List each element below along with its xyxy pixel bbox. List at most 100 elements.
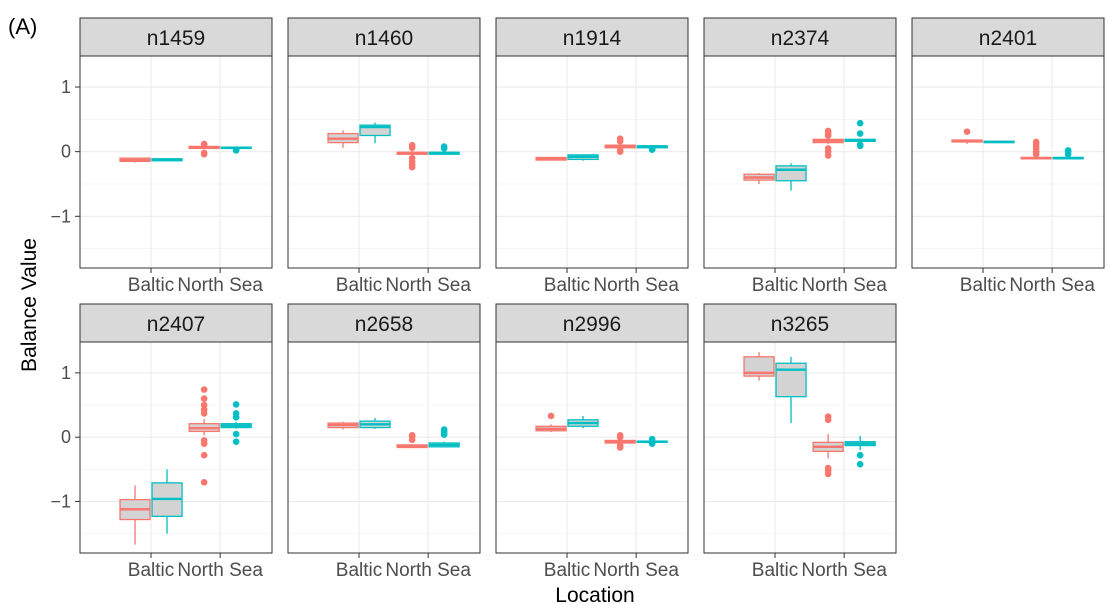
panel-border xyxy=(287,55,481,269)
facet-panel-n2996: n2996 Baltic North Sea xyxy=(495,303,689,581)
facet-panel-n2407: n2407 Baltic North Sea xyxy=(79,303,273,581)
y-tick-label: −1 xyxy=(50,492,71,512)
figure-label: (A) xyxy=(8,14,37,39)
panel-border xyxy=(79,55,273,269)
facet-strip-label: n2996 xyxy=(563,313,621,336)
x-tick-label: North Sea xyxy=(801,275,887,296)
panel-background xyxy=(704,56,896,268)
facet-strip-label: n3265 xyxy=(771,313,829,336)
facet-strip xyxy=(495,17,689,57)
outlier-point xyxy=(200,150,208,158)
panel-border xyxy=(703,341,897,554)
outlier-point xyxy=(856,451,864,459)
x-tick-label: North Sea xyxy=(593,560,679,581)
outlier-point xyxy=(616,148,624,155)
x-tick-label: Baltic xyxy=(960,275,1006,296)
x-tick-label: North Sea xyxy=(1009,275,1095,296)
boxplot-teal-north-sea xyxy=(844,119,876,150)
boxplot-teal-north-sea xyxy=(220,401,252,446)
facet-panel-n2401: n2401 Baltic North Sea xyxy=(911,17,1105,296)
panel-background xyxy=(288,56,480,268)
boxplot-teal-north-sea xyxy=(428,143,460,155)
y-axis-title: Balance Value xyxy=(18,238,41,372)
facet-panel-n3265: n3265 Baltic North Sea xyxy=(703,303,897,581)
x-axis-title: Location xyxy=(555,584,634,604)
outlier-point xyxy=(824,416,832,424)
panel-background xyxy=(80,56,272,268)
boxplot-teal-north-sea xyxy=(636,435,668,447)
panel-background xyxy=(496,56,688,268)
y-axis-ticks: 1 0 −1 1 0 −1 xyxy=(50,77,80,512)
panel-border xyxy=(495,341,689,554)
outlier-point xyxy=(200,478,208,486)
x-tick-label: Baltic xyxy=(544,560,590,581)
x-tick-label: Baltic xyxy=(128,560,174,581)
boxplot-pink-baltic xyxy=(119,485,151,545)
y-tick-label: 1 xyxy=(61,363,71,383)
x-tick-label: Baltic xyxy=(752,560,798,581)
outlier-point xyxy=(440,431,448,438)
outlier-point xyxy=(824,132,832,139)
outlier-point xyxy=(616,433,624,441)
boxplot-pink-north-sea xyxy=(1020,138,1052,160)
outlier-point xyxy=(408,436,416,444)
x-tick-label: North Sea xyxy=(385,275,471,296)
boxplot-pink-north-sea xyxy=(188,140,220,158)
outlier-point xyxy=(232,430,240,438)
x-tick-label: North Sea xyxy=(593,275,679,296)
outlier-point xyxy=(616,444,624,451)
boxplot-teal-north-sea xyxy=(844,435,876,468)
boxplot-teal-north-sea xyxy=(1052,147,1084,160)
facet-strip xyxy=(911,17,1105,57)
outlier-point xyxy=(1064,150,1072,158)
box-iqr xyxy=(775,362,807,398)
outlier-point xyxy=(856,460,864,468)
boxplot-pink-north-sea xyxy=(812,413,844,478)
x-tick-label: Baltic xyxy=(544,275,590,296)
outlier-point xyxy=(856,142,864,150)
boxplot-teal-baltic xyxy=(359,417,391,429)
facet-strip xyxy=(287,17,481,57)
outlier-point xyxy=(616,138,624,145)
boxplot-pink-baltic xyxy=(951,128,983,144)
facet-strip-label: n1914 xyxy=(563,27,622,50)
y-tick-label: −1 xyxy=(50,206,71,226)
outlier-point xyxy=(963,128,971,135)
boxplot-teal-north-sea xyxy=(428,426,460,448)
y-tick-label: 0 xyxy=(61,142,71,162)
outlier-point xyxy=(547,412,555,420)
x-tick-label: Baltic xyxy=(336,275,382,296)
facet-strip-label: n2374 xyxy=(771,27,830,50)
outlier-point xyxy=(232,438,240,446)
box-iqr xyxy=(743,356,775,377)
boxplot-pink-north-sea xyxy=(604,135,636,155)
panel-border xyxy=(79,341,273,554)
facet-strip-label: n1459 xyxy=(147,27,205,50)
x-tick-label: Baltic xyxy=(336,560,382,581)
outlier-point xyxy=(200,451,208,459)
panel-border xyxy=(911,55,1105,269)
outlier-point xyxy=(824,152,832,159)
boxplot-teal-baltic xyxy=(983,140,1015,144)
facet-strip-label: n2658 xyxy=(355,313,413,336)
boxplot-pink-north-sea xyxy=(812,127,844,159)
boxplot-teal-baltic xyxy=(567,154,599,161)
boxplot-pink-north-sea xyxy=(396,431,428,449)
facet-strip xyxy=(495,303,689,343)
outlier-point xyxy=(856,119,864,127)
outlier-point xyxy=(440,145,448,152)
x-tick-label: North Sea xyxy=(385,560,471,581)
outlier-point xyxy=(232,401,240,408)
x-tick-label: North Sea xyxy=(177,275,263,296)
facet-panel-n2658: n2658 Baltic North Sea xyxy=(287,303,481,581)
outlier-point xyxy=(824,470,832,478)
boxplot-teal-baltic xyxy=(775,163,807,191)
panel-background xyxy=(912,56,1104,268)
outlier-point xyxy=(232,413,240,421)
boxplot-teal-north-sea xyxy=(636,145,668,154)
boxplot-teal-baltic xyxy=(567,415,599,429)
outlier-point xyxy=(408,144,416,152)
facet-strip-label: n1460 xyxy=(355,27,413,50)
y-tick-label: 0 xyxy=(61,427,71,447)
